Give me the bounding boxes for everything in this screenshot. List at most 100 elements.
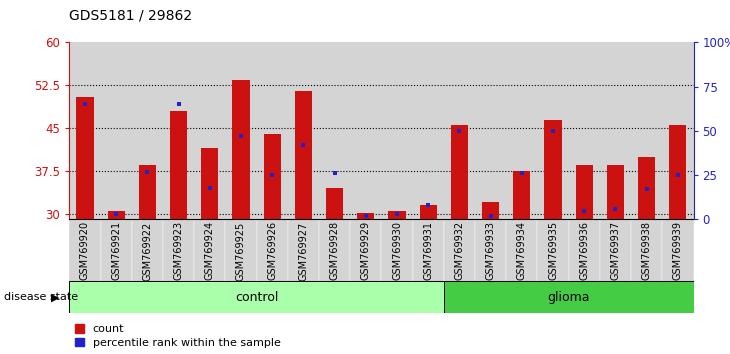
Bar bbox=[226, 42, 257, 219]
Bar bbox=[232, 80, 250, 219]
Text: GSM769922: GSM769922 bbox=[142, 221, 153, 281]
Bar bbox=[444, 42, 475, 219]
Bar bbox=[475, 42, 507, 219]
Bar bbox=[600, 42, 631, 219]
Bar bbox=[295, 91, 312, 219]
Bar bbox=[381, 42, 412, 219]
Bar bbox=[69, 42, 101, 219]
Bar bbox=[69, 281, 444, 313]
Bar bbox=[569, 42, 600, 219]
Text: GSM769938: GSM769938 bbox=[642, 221, 652, 280]
Bar bbox=[507, 219, 537, 281]
Bar bbox=[131, 219, 163, 281]
Text: GSM769925: GSM769925 bbox=[236, 221, 246, 281]
Bar bbox=[201, 148, 218, 219]
Bar bbox=[101, 42, 132, 219]
Bar bbox=[288, 42, 319, 219]
Bar bbox=[163, 42, 194, 219]
Bar bbox=[357, 213, 374, 219]
Bar bbox=[77, 97, 93, 219]
Text: GSM769935: GSM769935 bbox=[548, 221, 558, 280]
Bar bbox=[669, 125, 686, 219]
Text: disease state: disease state bbox=[4, 292, 78, 302]
Bar bbox=[170, 111, 187, 219]
Bar bbox=[69, 42, 101, 219]
Bar bbox=[194, 42, 226, 219]
Bar bbox=[600, 42, 631, 219]
Bar bbox=[662, 42, 694, 219]
Bar bbox=[257, 219, 288, 281]
Bar bbox=[257, 42, 288, 219]
Bar bbox=[451, 125, 468, 219]
Bar bbox=[537, 42, 569, 219]
Bar bbox=[288, 42, 319, 219]
Text: GSM769928: GSM769928 bbox=[330, 221, 339, 280]
Bar bbox=[388, 211, 406, 219]
Bar bbox=[607, 165, 624, 219]
Bar bbox=[226, 42, 257, 219]
Text: GSM769933: GSM769933 bbox=[485, 221, 496, 280]
Text: GSM769926: GSM769926 bbox=[267, 221, 277, 280]
Bar bbox=[412, 219, 444, 281]
Text: GDS5181 / 29862: GDS5181 / 29862 bbox=[69, 9, 193, 23]
Text: ▶: ▶ bbox=[51, 292, 60, 302]
Bar bbox=[226, 219, 257, 281]
Bar bbox=[131, 42, 163, 219]
Bar bbox=[326, 188, 343, 219]
Bar bbox=[101, 219, 132, 281]
Bar bbox=[545, 120, 561, 219]
Bar bbox=[638, 157, 656, 219]
Text: GSM769939: GSM769939 bbox=[673, 221, 683, 280]
Bar bbox=[381, 219, 412, 281]
Bar bbox=[507, 42, 537, 219]
Bar bbox=[319, 42, 350, 219]
Bar bbox=[600, 219, 631, 281]
Bar bbox=[537, 219, 569, 281]
Bar bbox=[537, 42, 569, 219]
Bar bbox=[513, 171, 531, 219]
Text: GSM769924: GSM769924 bbox=[205, 221, 215, 280]
Text: glioma: glioma bbox=[548, 291, 590, 304]
Bar bbox=[319, 219, 350, 281]
Text: GSM769931: GSM769931 bbox=[423, 221, 433, 280]
Bar bbox=[194, 219, 226, 281]
Text: control: control bbox=[235, 291, 278, 304]
Bar bbox=[350, 219, 381, 281]
Bar bbox=[163, 42, 194, 219]
Bar bbox=[576, 165, 593, 219]
Text: GSM769927: GSM769927 bbox=[299, 221, 308, 281]
Bar bbox=[319, 42, 350, 219]
Text: GSM769921: GSM769921 bbox=[111, 221, 121, 280]
Text: GSM769932: GSM769932 bbox=[455, 221, 464, 280]
Bar bbox=[412, 42, 444, 219]
Bar bbox=[631, 219, 662, 281]
Legend: count, percentile rank within the sample: count, percentile rank within the sample bbox=[75, 324, 280, 348]
Bar bbox=[444, 42, 475, 219]
Bar bbox=[662, 219, 694, 281]
Bar bbox=[139, 165, 156, 219]
Bar bbox=[257, 42, 288, 219]
Bar bbox=[288, 219, 319, 281]
Bar bbox=[444, 219, 475, 281]
Bar bbox=[631, 42, 662, 219]
Text: GSM769930: GSM769930 bbox=[392, 221, 402, 280]
Bar bbox=[381, 42, 412, 219]
Bar bbox=[631, 42, 662, 219]
Bar bbox=[264, 134, 281, 219]
Bar bbox=[482, 202, 499, 219]
Bar bbox=[507, 42, 537, 219]
Text: GSM769920: GSM769920 bbox=[80, 221, 90, 280]
Bar bbox=[101, 42, 132, 219]
Text: GSM769923: GSM769923 bbox=[174, 221, 183, 280]
Bar bbox=[131, 42, 163, 219]
Bar bbox=[412, 42, 444, 219]
Bar bbox=[444, 281, 694, 313]
Bar bbox=[163, 219, 194, 281]
Text: GSM769937: GSM769937 bbox=[610, 221, 620, 280]
Text: GSM769936: GSM769936 bbox=[580, 221, 589, 280]
Text: GSM769929: GSM769929 bbox=[361, 221, 371, 280]
Bar bbox=[569, 219, 600, 281]
Bar bbox=[569, 42, 600, 219]
Bar bbox=[69, 219, 101, 281]
Bar bbox=[662, 42, 694, 219]
